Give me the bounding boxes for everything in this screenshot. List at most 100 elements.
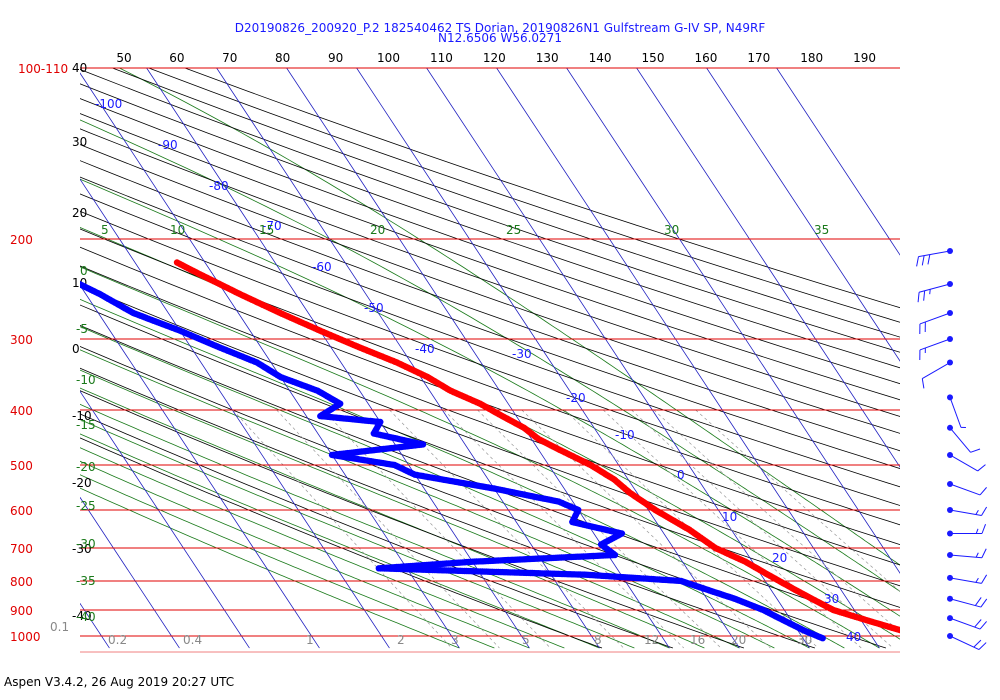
- isotherm-line: [80, 602, 110, 649]
- temperature-point: [924, 635, 930, 641]
- isotherm-line: [776, 68, 900, 256]
- top-tick-label: 120: [483, 51, 506, 65]
- dry-adiabat: [80, 113, 900, 401]
- top-tick-label: 60: [169, 51, 184, 65]
- moist-adiabat-label: 25: [506, 223, 521, 237]
- dry-adiabat: [80, 265, 900, 566]
- left-green-label: -25: [76, 499, 96, 513]
- isotherm-label: 10: [722, 510, 737, 524]
- isotherm-line: [80, 390, 250, 649]
- left-green-label: -30: [76, 537, 96, 551]
- moist-adiabat-label: 15: [259, 223, 274, 237]
- isotherm-line: [636, 68, 900, 468]
- top-tick-label: 190: [853, 51, 876, 65]
- isotherm-line: [146, 68, 530, 649]
- mixing-ratio-line: [653, 409, 900, 633]
- dry-adiabat: [80, 193, 900, 488]
- wind-barb-staff: [918, 283, 951, 293]
- temperature-point: [900, 628, 906, 634]
- moist-adiabat-label: 10: [170, 223, 185, 237]
- dry-adiabat: [80, 98, 900, 385]
- wind-barb-staff: [922, 362, 951, 379]
- wind-barb-flag: [981, 506, 988, 516]
- dry-adiabat: [80, 413, 674, 649]
- wind-barb-flag: [980, 598, 988, 608]
- temperature-point: [906, 630, 912, 636]
- pressure-label: 600: [10, 504, 33, 518]
- mixing-ratio-label: 16: [690, 633, 705, 647]
- dry-adiabat: [80, 144, 900, 434]
- mixing-ratio-label: 0.4: [183, 633, 202, 647]
- moist-adiabat-label: 20: [370, 223, 385, 237]
- wind-barb-flag: [974, 619, 982, 628]
- wind-barb-flag: [916, 256, 919, 267]
- moist-adiabat: [80, 387, 705, 649]
- isotherm-line: [496, 68, 880, 649]
- wind-barb-flag: [981, 548, 987, 558]
- wind-barb-staff: [949, 427, 971, 453]
- isotherm-line: [426, 68, 810, 649]
- temperature-point: [923, 635, 929, 641]
- dry-adiabat: [80, 160, 900, 452]
- temperature-point: [898, 627, 900, 634]
- pressure-label: 100-110: [18, 62, 68, 76]
- wind-barb: [947, 523, 987, 537]
- left-green-label: -40: [76, 610, 96, 624]
- wind-barb-flag: [979, 621, 987, 630]
- footer-text: Aspen V3.4.2, 26 Aug 2019 20:27 UTC: [4, 675, 235, 689]
- left-green-label: -20: [76, 460, 96, 474]
- mixing-ratio-label: 12: [644, 633, 659, 647]
- mixing-ratio-label: 0.1: [50, 620, 69, 634]
- isotherm-line: [356, 68, 740, 649]
- mixing-ratio-line: [521, 409, 771, 649]
- left-green-label: -15: [76, 418, 96, 432]
- mixing-ratio-label: 3: [451, 633, 459, 647]
- wind-barb-flag: [975, 509, 979, 515]
- wind-barb-flag: [977, 464, 986, 472]
- isotherm-label: -80: [209, 179, 229, 193]
- moist-adiabat: [80, 266, 880, 649]
- pressure-label: 300: [10, 333, 33, 347]
- wind-barb-flag: [979, 487, 987, 496]
- left-black-label: -10: [72, 409, 92, 423]
- pressure-label: 500: [10, 459, 33, 473]
- left-black-label: 40: [72, 61, 87, 75]
- wind-barb-staff: [949, 454, 978, 472]
- wind-barb: [947, 595, 988, 608]
- top-tick-label: 150: [642, 51, 665, 65]
- wind-barb-flag: [927, 254, 931, 265]
- pressure-label: 700: [10, 542, 33, 556]
- temperature-point: [913, 632, 919, 638]
- mixing-ratio-label: 30: [797, 633, 812, 647]
- isotherm-label: -60: [312, 260, 332, 274]
- left-green-label: -10: [76, 373, 96, 387]
- isotherm-line: [706, 68, 900, 362]
- isotherm-label: 0: [677, 468, 685, 482]
- wind-barb-flag: [974, 597, 982, 606]
- isotherm-label: -10: [615, 428, 635, 442]
- dry-adiabat: [80, 390, 745, 649]
- moist-adiabat: [80, 349, 775, 649]
- dry-adiabat: [80, 69, 900, 353]
- wind-barb: [919, 310, 953, 334]
- wind-barb: [947, 451, 986, 472]
- isotherm-label: 20: [772, 551, 787, 565]
- isotherm-line: [80, 72, 460, 649]
- wind-barb-staff: [919, 312, 951, 325]
- moist-adiabat-label: 30: [664, 223, 679, 237]
- moist-adiabat: [80, 178, 900, 617]
- top-tick-label: 130: [536, 51, 559, 65]
- pressure-label: 900: [10, 604, 33, 618]
- temperature-point: [915, 632, 921, 638]
- top-tick-label: 70: [222, 51, 237, 65]
- isotherm-label: -100: [95, 97, 122, 111]
- wind-barb-flag: [917, 292, 920, 303]
- wind-barb: [916, 248, 953, 267]
- wind-barb: [919, 336, 953, 360]
- moist-adiabat: [80, 326, 810, 649]
- wind-barb-flag: [921, 378, 925, 389]
- left-green-label: -35: [76, 574, 96, 588]
- wind-barb-flag: [975, 528, 979, 534]
- moist-adiabat: [80, 298, 845, 649]
- wind-barb-staff: [949, 635, 980, 650]
